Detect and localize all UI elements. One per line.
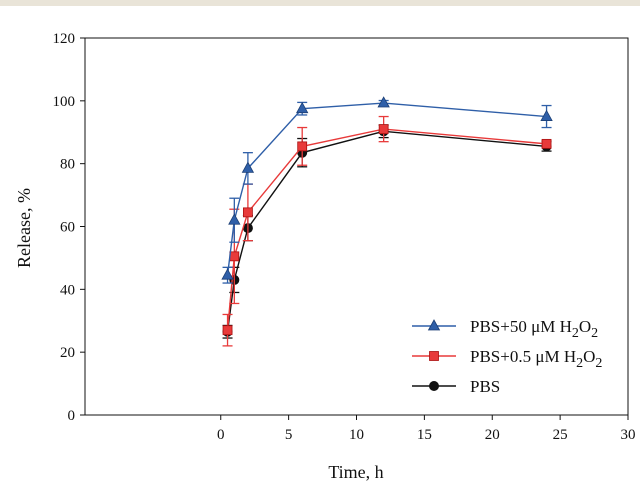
y-axis-label: Release, % xyxy=(14,188,34,268)
legend-subscript: 2 xyxy=(576,356,583,371)
series-layer xyxy=(221,96,553,347)
data-point xyxy=(541,138,552,149)
legend-text-part: PBS+50 μM H xyxy=(470,317,572,336)
data-point xyxy=(242,207,253,218)
x-tick-label: 0 xyxy=(217,427,225,443)
data-point xyxy=(228,213,241,225)
x-tick-label: 30 xyxy=(621,427,636,443)
legend-swatch-marker xyxy=(427,319,441,331)
data-point xyxy=(377,96,390,108)
legend-entry-label: PBS+0.5 μM H2O2 xyxy=(470,347,602,371)
legend-subscript: 2 xyxy=(591,326,598,341)
x-tick-label: 10 xyxy=(349,427,364,443)
data-point xyxy=(378,124,389,135)
legend-subscript: 2 xyxy=(572,326,579,341)
x-tick-label: 5 xyxy=(285,427,293,443)
y-tick-label: 80 xyxy=(60,157,75,173)
y-tick-label: 20 xyxy=(60,345,75,361)
data-point xyxy=(221,268,234,280)
data-point xyxy=(296,101,309,114)
top-border-strip xyxy=(0,0,640,6)
data-point xyxy=(540,109,553,121)
series-line xyxy=(226,102,547,276)
y-tick-label: 100 xyxy=(53,94,76,110)
x-axis-ticks: 0 5 10 15 20 25 30 xyxy=(217,415,636,443)
legend-swatch-marker xyxy=(429,351,439,361)
legend-text-part: PBS xyxy=(470,377,500,396)
y-tick-label: 0 xyxy=(68,408,76,424)
legend-text-part: PBS+0.5 μM H xyxy=(470,347,576,366)
series-group xyxy=(222,124,552,339)
legend-entry-label: PBS+50 μM H2O2 xyxy=(470,317,598,341)
series-group xyxy=(222,115,552,347)
series-group xyxy=(221,96,553,284)
legend-text-part: O xyxy=(583,347,595,366)
data-point xyxy=(297,141,308,152)
x-tick-label: 15 xyxy=(417,427,432,443)
legend-swatch-marker xyxy=(429,381,439,391)
y-tick-label: 120 xyxy=(53,31,76,47)
y-axis-ticks: 0 20 40 60 80 100 120 xyxy=(53,31,85,424)
y-tick-label: 40 xyxy=(60,282,75,298)
y-tick-label: 60 xyxy=(60,220,75,236)
series-line xyxy=(226,130,547,332)
data-point xyxy=(241,161,255,173)
x-axis-label: Time, h xyxy=(328,462,383,482)
legend-text-part: O xyxy=(579,317,591,336)
legend-entry-label: PBS xyxy=(470,377,500,396)
data-point xyxy=(229,251,240,262)
x-tick-label: 20 xyxy=(485,427,500,443)
data-point xyxy=(222,325,233,336)
legend-subscript: 2 xyxy=(595,356,602,371)
series-line xyxy=(226,128,547,331)
x-tick-label: 25 xyxy=(553,427,568,443)
